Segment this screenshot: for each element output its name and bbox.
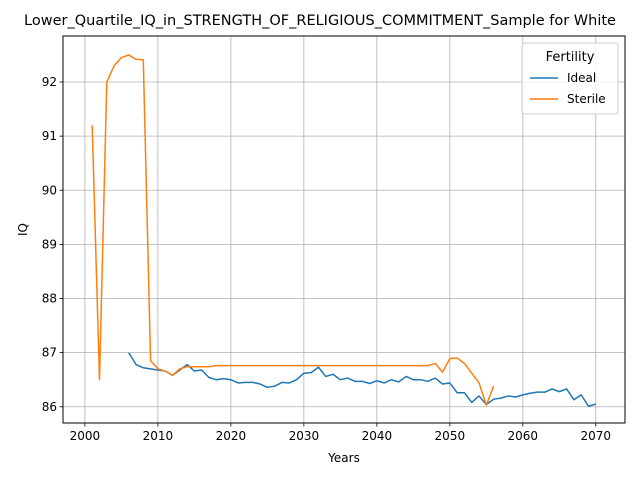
y-tick-label: 87	[42, 346, 57, 360]
y-tick-label: 90	[42, 183, 57, 197]
series-line-sterile	[91, 54, 495, 406]
x-tick-label: 2060	[508, 429, 539, 443]
x-tick-label: 2070	[581, 429, 612, 443]
x-axis-label: Years	[327, 451, 360, 465]
x-tick-label: 2020	[216, 429, 247, 443]
legend-label-ideal: Ideal	[567, 71, 596, 85]
ticks: 2000 2010 2020 2030 2040 2050 2060 2070 86 87 88 89…	[42, 75, 611, 443]
legend-frame	[521, 42, 619, 115]
series-layer	[91, 54, 597, 407]
legend-label-sterile: Sterile	[567, 92, 606, 106]
y-tick-label: 88	[42, 292, 57, 306]
y-tick-label: 91	[42, 129, 57, 143]
x-tick-label: 2030	[289, 429, 320, 443]
x-tick-label: 2050	[435, 429, 466, 443]
x-tick-label: 2000	[70, 429, 101, 443]
plot-frame	[62, 35, 626, 424]
y-tick-label: 86	[42, 400, 57, 414]
grid	[63, 36, 625, 423]
legend: Fertility Ideal Sterile	[521, 42, 619, 115]
y-tick-label: 89	[42, 237, 57, 251]
y-axis-label: IQ	[16, 223, 30, 236]
legend-title: Fertility	[546, 50, 595, 65]
y-tick-label: 92	[42, 75, 57, 89]
x-tick-label: 2010	[143, 429, 174, 443]
series-line-ideal	[128, 352, 597, 407]
x-tick-label: 2040	[362, 429, 393, 443]
chart-title: Lower_Quartile_IQ_in_STRENGTH_OF_RELIGIO…	[24, 13, 616, 29]
